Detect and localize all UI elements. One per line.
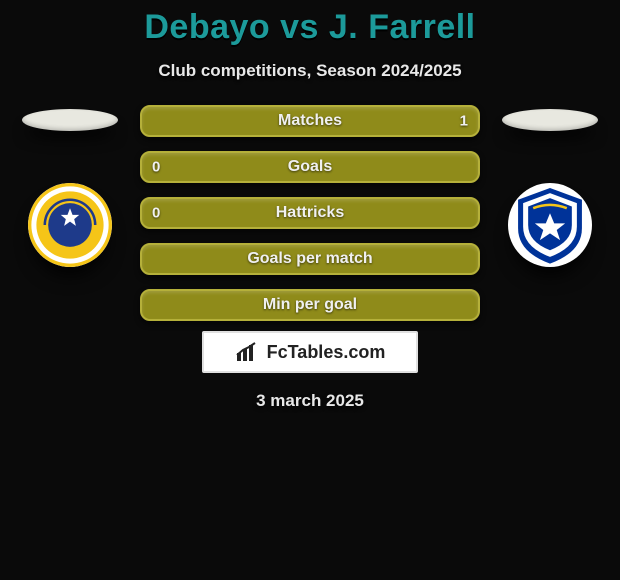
stat-label: Matches <box>278 112 342 130</box>
page-subtitle: Club competitions, Season 2024/2025 <box>158 61 461 81</box>
left-club-badge <box>28 183 112 267</box>
stat-row-min-per-goal: Min per goal <box>140 289 480 321</box>
branding-text: FcTables.com <box>267 342 386 363</box>
page-title: Debayo vs J. Farrell <box>144 8 475 47</box>
stat-label: Goals per match <box>247 250 372 268</box>
stat-label: Hattricks <box>276 204 344 222</box>
leeds-badge-icon <box>28 183 112 267</box>
stat-row-hattricks: 0 Hattricks <box>140 197 480 229</box>
stat-left-value: 0 <box>152 159 160 176</box>
right-club-badge <box>508 183 592 267</box>
right-player-col <box>490 105 610 267</box>
stats-column: Matches 1 0 Goals 0 Hattricks Goals per … <box>140 105 480 321</box>
portsmouth-badge-icon <box>508 183 592 267</box>
stat-label: Goals <box>288 158 332 176</box>
left-player-silhouette <box>22 109 118 131</box>
bar-chart-icon <box>235 341 263 363</box>
right-player-silhouette <box>502 109 598 131</box>
left-player-col <box>10 105 130 267</box>
stat-row-goals: 0 Goals <box>140 151 480 183</box>
branding-box: FcTables.com <box>202 331 418 373</box>
stat-right-value: 1 <box>460 113 468 130</box>
stat-row-goals-per-match: Goals per match <box>140 243 480 275</box>
stat-row-matches: Matches 1 <box>140 105 480 137</box>
stat-left-value: 0 <box>152 205 160 222</box>
stat-label: Min per goal <box>263 296 357 314</box>
footer-date: 3 march 2025 <box>256 391 364 411</box>
comparison-row: Matches 1 0 Goals 0 Hattricks Goals per … <box>0 105 620 321</box>
